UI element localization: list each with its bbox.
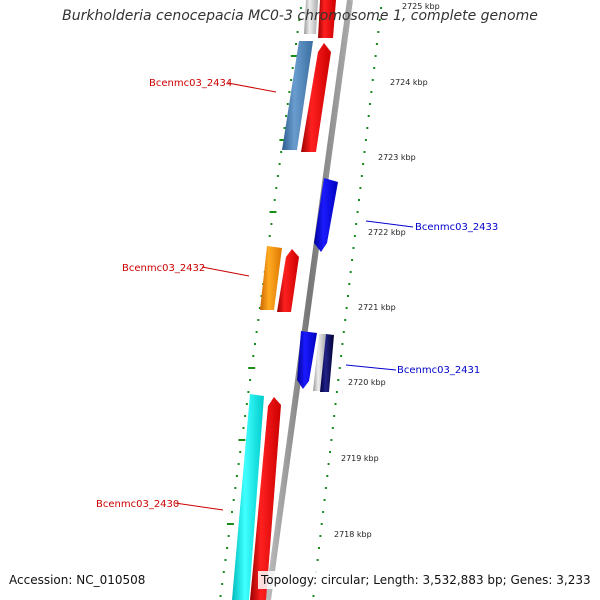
gene-red-2430[interactable] bbox=[250, 397, 281, 600]
gene-features bbox=[232, 0, 338, 600]
gene-callouts bbox=[174, 82, 414, 511]
scale-label-2723: 2723 kbp bbox=[378, 153, 416, 162]
scale-label-2718: 2718 kbp bbox=[334, 530, 372, 539]
gene-bcenmc03-2434[interactable] bbox=[282, 41, 313, 150]
genome-summary: Topology: circular; Length: 3,532,883 bp… bbox=[258, 571, 594, 589]
gene-bcenmc03-2433[interactable] bbox=[314, 178, 338, 252]
gene-navy-2431[interactable] bbox=[320, 334, 334, 392]
gene-red-2434[interactable] bbox=[301, 43, 331, 152]
scale-label-2722: 2722 kbp bbox=[368, 228, 406, 237]
scale-label-2721: 2721 kbp bbox=[358, 303, 396, 312]
gene-label-bcenmc03-2431[interactable]: Bcenmc03_2431 bbox=[397, 365, 480, 376]
gene-gray-top bbox=[304, 0, 318, 34]
gene-label-bcenmc03-2430[interactable]: Bcenmc03_2430 bbox=[96, 499, 179, 510]
gene-label-bcenmc03-2434[interactable]: Bcenmc03_2434 bbox=[149, 78, 232, 89]
gene-label-bcenmc03-2432[interactable]: Bcenmc03_2432 bbox=[122, 263, 205, 274]
chromosome-backbone bbox=[265, 0, 353, 600]
scale-label-2724: 2724 kbp bbox=[390, 78, 428, 87]
gene-bcenmc03-2430[interactable] bbox=[232, 394, 264, 600]
gene-red-2432[interactable] bbox=[277, 249, 299, 312]
gene-bcenmc03-2432[interactable] bbox=[260, 246, 282, 310]
gene-label-bcenmc03-2433[interactable]: Bcenmc03_2433 bbox=[415, 222, 498, 233]
gene-bcenmc03-2431[interactable] bbox=[297, 331, 317, 389]
gene-red-top bbox=[318, 0, 336, 38]
map-title: Burkholderia cenocepacia MC0-3 chromosom… bbox=[62, 8, 538, 24]
scale-label-2725: 2725 kbp bbox=[402, 2, 440, 11]
scale-label-2719: 2719 kbp bbox=[341, 454, 379, 463]
scale-label-2720: 2720 kbp bbox=[348, 378, 386, 387]
accession-label: Accession: NC_010508 bbox=[9, 573, 146, 587]
